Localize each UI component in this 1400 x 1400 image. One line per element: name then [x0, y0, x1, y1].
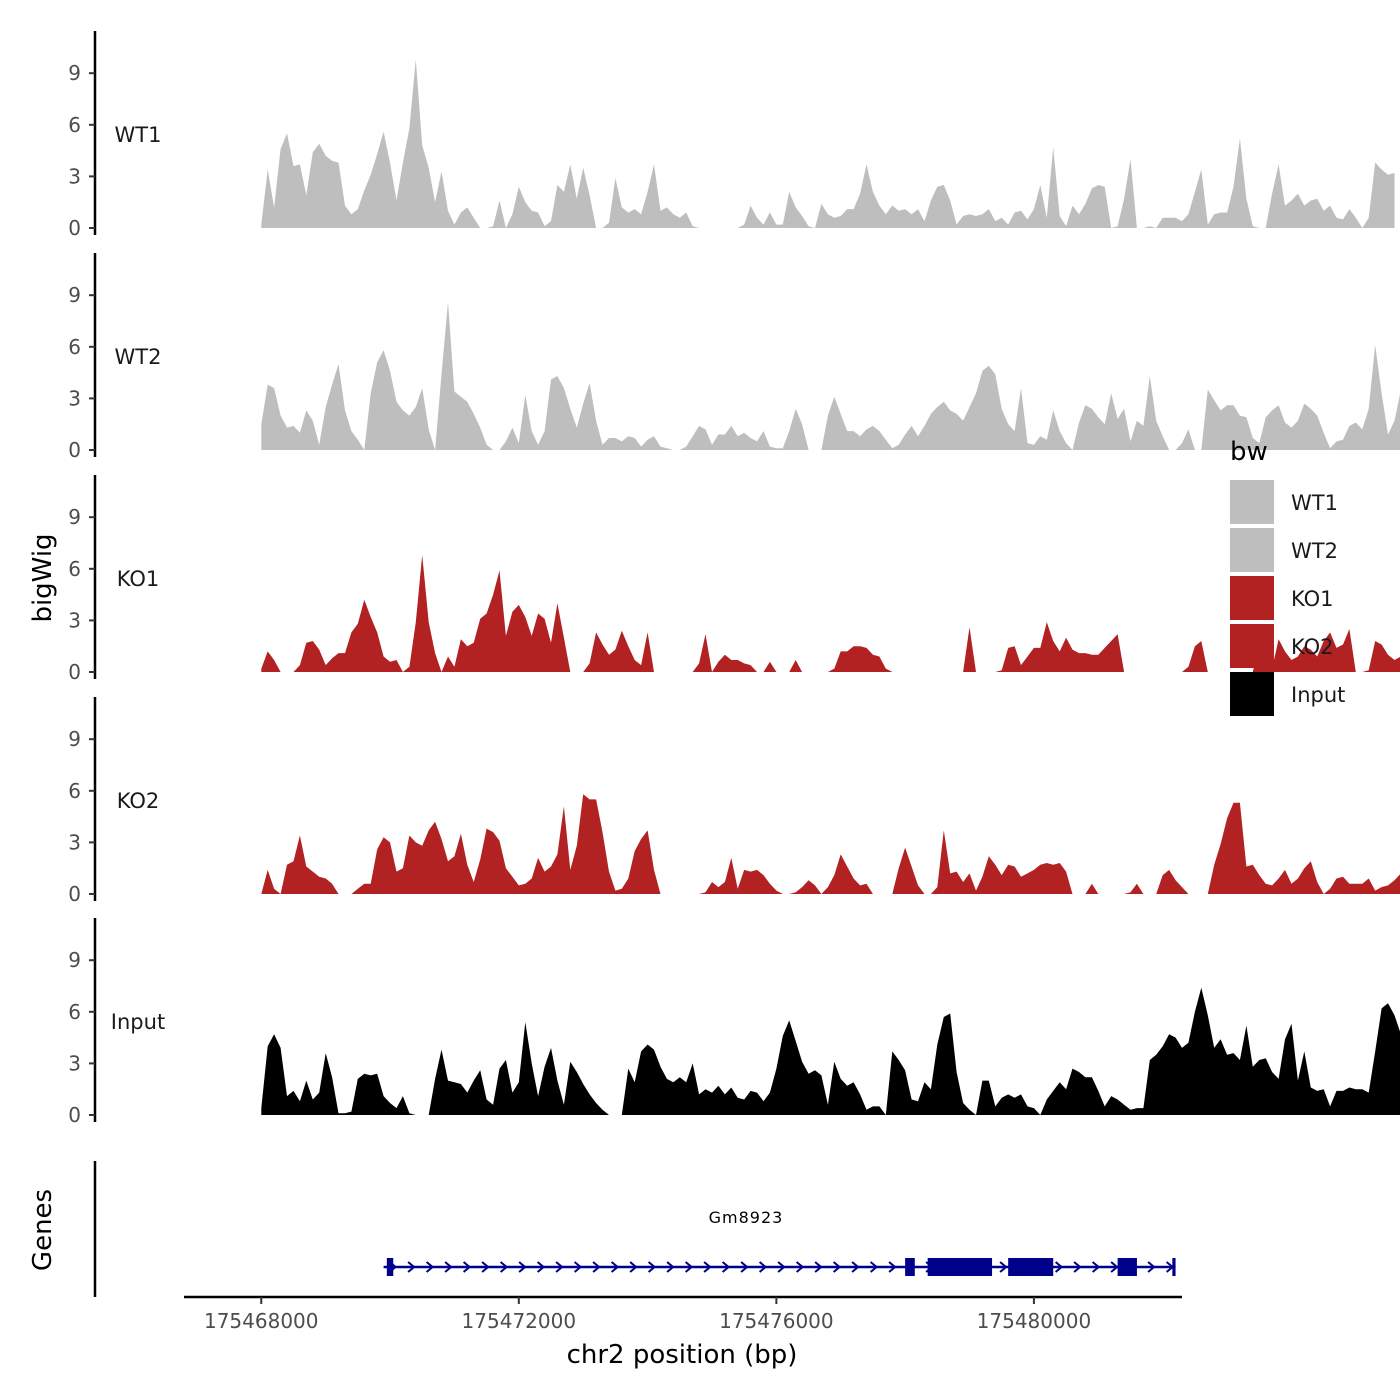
y-axis-title: bigWig — [28, 533, 58, 622]
gene-exon — [905, 1258, 915, 1276]
strand-arrow — [573, 1261, 583, 1273]
strand-arrow — [555, 1261, 564, 1273]
strand-arrow — [592, 1261, 601, 1273]
x-tick-label: 175468000 — [204, 1309, 319, 1333]
track-label-ko1: KO1 — [117, 567, 160, 591]
strand-arrow — [629, 1261, 638, 1273]
strand-arrow — [647, 1261, 657, 1273]
gene-gm8923: Gm8923 — [383, 1208, 1176, 1276]
y-tick-label: 6 — [68, 1000, 81, 1024]
track-ko1: 0 3 6 9 KO1 — [68, 475, 1400, 684]
track-label-wt2: WT2 — [115, 345, 162, 369]
strand-arrow — [869, 1261, 879, 1273]
strand-arrow — [684, 1261, 694, 1273]
strand-arrow — [888, 1261, 897, 1273]
strand-arrow — [703, 1261, 712, 1273]
strand-arrow — [777, 1261, 786, 1273]
gene-exon — [1117, 1258, 1137, 1276]
y-tick-label: 6 — [68, 557, 81, 581]
legend-label-ko2: KO2 — [1291, 635, 1334, 659]
y-tick-label: 0 — [68, 438, 81, 462]
gene-exon — [1172, 1258, 1176, 1276]
legend-label-wt1: WT1 — [1291, 491, 1338, 515]
legend-label-input: Input — [1291, 683, 1345, 707]
gene-exon — [1008, 1258, 1054, 1276]
signal-area-input — [261, 987, 1400, 1115]
strand-arrow — [814, 1261, 823, 1273]
x-tick-label: 175476000 — [719, 1309, 834, 1333]
y-tick-label: 6 — [68, 335, 81, 359]
track-ko2: 0 3 6 9 KO2 — [68, 697, 1400, 906]
y-tick-label: 9 — [68, 727, 81, 751]
y-tick-label: 9 — [68, 948, 81, 972]
signal-area-ko2 — [261, 794, 1400, 894]
strand-arrow — [462, 1261, 472, 1273]
track-wt1: 0 3 6 9 WT1 — [68, 31, 1395, 240]
signal-area-wt1 — [261, 59, 1395, 229]
y-tick-label: 3 — [68, 1051, 81, 1075]
strand-arrow — [444, 1261, 453, 1273]
legend-label-wt2: WT2 — [1291, 539, 1338, 563]
legend-swatch-input — [1230, 672, 1274, 716]
gene-panel: Gm8923 — [93, 1161, 1176, 1297]
track-label-wt1: WT1 — [115, 123, 162, 147]
y-tick-label: 3 — [68, 608, 81, 632]
y-tick-label: 3 — [68, 830, 81, 854]
strand-arrow — [407, 1261, 416, 1273]
gene-label: Gm8923 — [709, 1208, 784, 1227]
x-tick-label: 175480000 — [977, 1309, 1092, 1333]
y-tick-label: 9 — [68, 283, 81, 307]
x-axis: 175468000 175472000 175476000 175480000 — [184, 1295, 1182, 1333]
y-tick-label: 0 — [68, 216, 81, 240]
strand-arrow — [610, 1261, 620, 1273]
x-axis-title: chr2 position (bp) — [567, 1340, 798, 1370]
strand-arrow — [518, 1261, 527, 1273]
strand-arrow — [666, 1261, 675, 1273]
gene-exon — [927, 1258, 993, 1276]
legend-swatch-ko2 — [1230, 624, 1274, 668]
y-tick-label: 0 — [68, 882, 81, 906]
genes-axis-title: Genes — [28, 1189, 58, 1271]
strand-arrow — [499, 1261, 509, 1273]
strand-arrow — [832, 1261, 842, 1273]
y-tick-label: 6 — [68, 779, 81, 803]
strand-arrow — [1091, 1261, 1101, 1273]
track-label-ko2: KO2 — [117, 789, 160, 813]
y-tick-label: 9 — [68, 61, 81, 85]
signal-area-ko1 — [261, 555, 1400, 672]
gene-exon — [386, 1258, 394, 1276]
strand-arrow — [536, 1261, 546, 1273]
y-tick-label: 3 — [68, 386, 81, 410]
legend: bw WT1 WT2 KO1 KO2 Input — [1230, 437, 1345, 716]
y-tick-label: 6 — [68, 113, 81, 137]
x-tick-label: 175472000 — [462, 1309, 577, 1333]
strand-arrow — [1073, 1261, 1082, 1273]
legend-swatch-wt2 — [1230, 528, 1274, 572]
y-tick-label: 0 — [68, 1103, 81, 1127]
strand-arrow — [999, 1261, 1008, 1273]
legend-swatch-ko1 — [1230, 576, 1274, 620]
signal-area-wt2 — [261, 302, 1400, 450]
strand-arrow — [740, 1261, 749, 1273]
strand-arrow — [1110, 1261, 1119, 1273]
track-panels: 0 3 6 9 WT1 0 3 6 9 WT2 0 3 6 9 KO1 0 3 6 9 KO2 0 3 6 9 Input — [68, 31, 1400, 1127]
strand-arrow — [425, 1261, 435, 1273]
y-tick-label: 9 — [68, 505, 81, 529]
strand-arrow — [481, 1261, 490, 1273]
legend-title: bw — [1230, 437, 1268, 467]
track-label-input: Input — [111, 1010, 165, 1034]
y-tick-label: 3 — [68, 164, 81, 188]
track-input: 0 3 6 9 Input — [68, 918, 1400, 1127]
track-wt2: 0 3 6 9 WT2 — [68, 253, 1400, 462]
y-tick-label: 0 — [68, 660, 81, 684]
legend-swatch-wt1 — [1230, 480, 1274, 524]
strand-arrow — [851, 1261, 860, 1273]
strand-arrow — [795, 1261, 805, 1273]
strand-arrow — [1054, 1261, 1064, 1273]
strand-arrow — [721, 1261, 731, 1273]
strand-arrow — [758, 1261, 768, 1273]
legend-label-ko1: KO1 — [1291, 587, 1334, 611]
strand-arrow — [1147, 1261, 1156, 1273]
